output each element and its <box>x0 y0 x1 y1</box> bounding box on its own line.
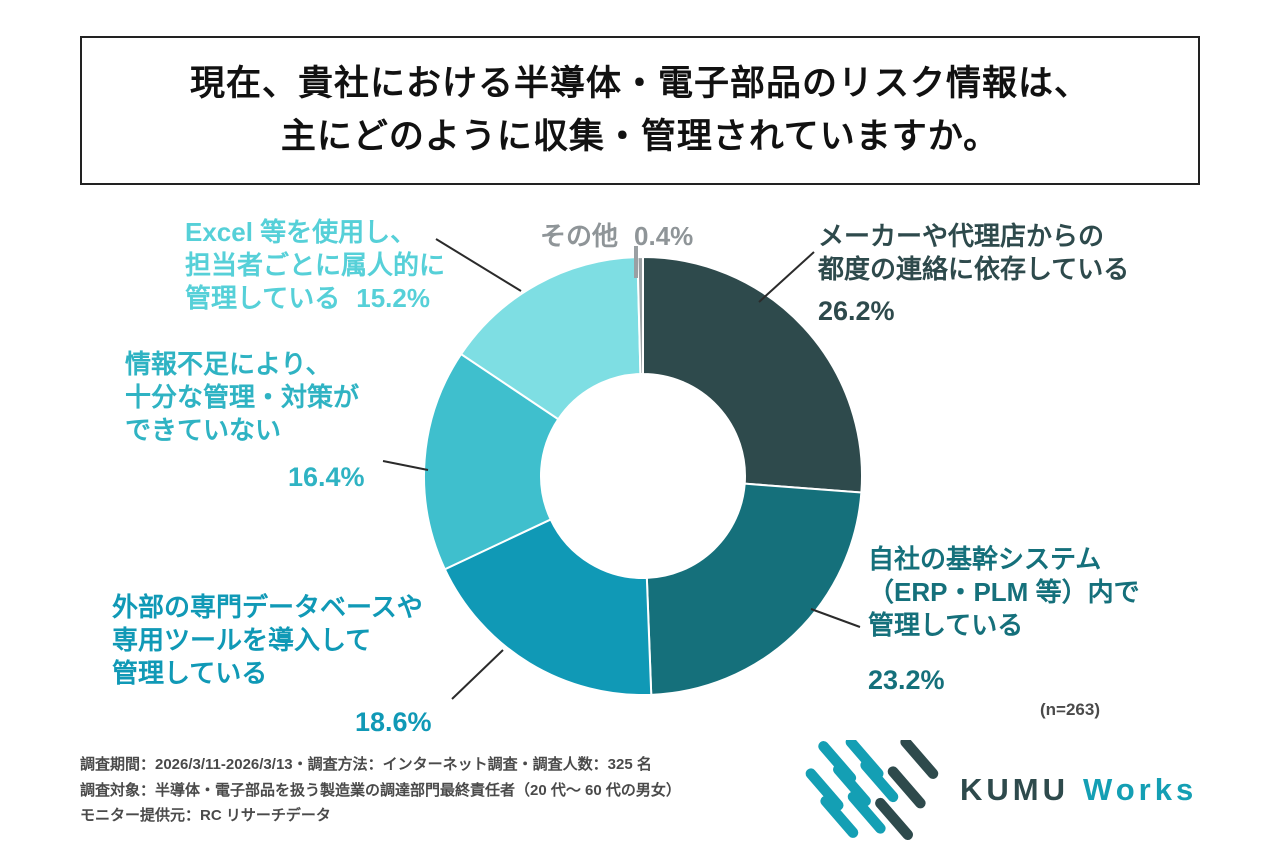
logo-text-kumu: KUMU <box>960 772 1069 807</box>
callout-excel-pct: 15.2% <box>356 282 430 313</box>
donut-segment-5 <box>636 255 644 376</box>
callout-makers-pct: 26.2% <box>818 295 895 326</box>
callout-other-label: その他 <box>540 221 619 251</box>
leader-line-insufficient-info <box>382 460 429 471</box>
logo-text-works: Works <box>1083 772 1198 807</box>
callout-external-database: 外部の専門データベースや 専用ツールを導入して 管理している 18.6% <box>112 591 432 739</box>
callout-external-text: 外部の専門データベースや 専用ツールを導入して 管理している <box>112 592 423 688</box>
donut-segment-3 <box>423 352 560 571</box>
leader-line-external-database <box>451 649 504 700</box>
callout-other-text: その他 0.4% <box>540 220 693 253</box>
donut-segment-4 <box>459 256 642 421</box>
callout-insufficient-text: 情報不足により、 十分な管理・対策が できていない <box>125 349 360 445</box>
callout-excel-label: Excel 等を使用し、 担当者ごとに属人的に 管理している <box>185 217 446 313</box>
callout-makers-distributors: メーカーや代理店からの 都度の連絡に依存している 26.2% <box>818 220 1129 328</box>
leader-line-makers <box>758 251 815 303</box>
callout-external-pct: 18.6% <box>355 707 432 738</box>
leader-line-erp-system <box>810 608 861 628</box>
callout-excel-text: Excel 等を使用し、 担当者ごとに属人的に 管理している 15.2% <box>185 216 445 314</box>
survey-question-title-box: 現在、貴社における半導体・電子部品のリスク情報は、 主にどのように収集・管理され… <box>80 36 1200 185</box>
survey-methodology-note: 調査期間：2026/3/11-2026/3/13・調査方法：インターネット調査・… <box>80 756 681 824</box>
leader-line-excel <box>435 238 522 292</box>
callout-erp-pct: 23.2% <box>868 665 945 696</box>
leader-lines <box>382 238 861 700</box>
callout-other-pct: 0.4% <box>634 221 694 251</box>
callout-insufficient-pct: 16.4% <box>288 462 365 493</box>
donut-chart <box>423 255 863 696</box>
callout-erp-plm-system: 自社の基幹システム （ERP・PLM 等）内で 管理している 23.2% <box>868 543 1140 697</box>
kumu-logo-icon <box>805 740 939 840</box>
callout-makers-text: メーカーや代理店からの 都度の連絡に依存している <box>818 221 1130 284</box>
kumu-works-logo: KUMU Works <box>798 740 1197 840</box>
donut-segment-1 <box>645 482 863 696</box>
callout-excel-management: Excel 等を使用し、 担当者ごとに属人的に 管理している 15.2% <box>185 216 445 314</box>
callout-erp-text: 自社の基幹システム （ERP・PLM 等）内で 管理している <box>868 544 1140 640</box>
callout-other: その他 0.4% <box>540 220 693 253</box>
callout-insufficient-information: 情報不足により、 十分な管理・対策が できていない 16.4% <box>125 348 365 494</box>
sample-size-note: (n=263) <box>1040 700 1100 719</box>
survey-question-title: 現在、貴社における半導体・電子部品のリスク情報は、 主にどのように収集・管理され… <box>189 64 1090 156</box>
logo-text: KUMU Works <box>960 772 1197 808</box>
donut-segment-2 <box>443 518 653 696</box>
